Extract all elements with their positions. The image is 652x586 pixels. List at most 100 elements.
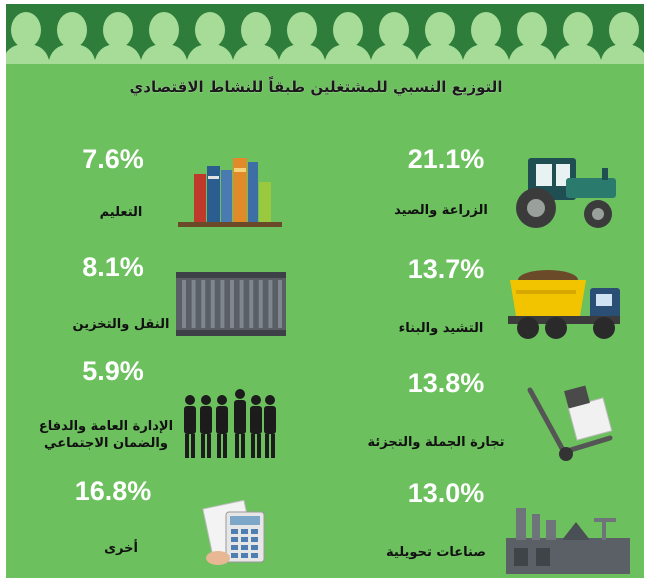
calculator-key — [231, 529, 238, 534]
person-silhouette-shoulders — [186, 44, 234, 64]
person-silhouette-shoulders — [600, 44, 644, 64]
business-person-leg — [251, 434, 255, 458]
container-rib — [239, 280, 244, 328]
label-public-admin-line1: الإدارة العامة والدفاع — [38, 419, 174, 434]
person-silhouette-shoulders — [94, 44, 142, 64]
hand-truck-icon — [527, 385, 613, 461]
infographic-panel: التوزيع النسبي للمشتغلين طبقاً للنشاط ال… — [6, 4, 644, 578]
person-silhouette-head — [287, 12, 317, 48]
value-trade: 13.8% — [407, 368, 485, 398]
person-silhouette-shoulders — [232, 44, 280, 64]
person-silhouette-head — [333, 12, 363, 48]
container-rib — [182, 280, 186, 328]
business-person-head — [185, 395, 195, 405]
person-silhouette-shoulders — [6, 44, 50, 64]
dump-truck-icon — [508, 270, 620, 339]
books-icon — [178, 158, 282, 227]
value-transport: 8.1% — [82, 252, 144, 282]
container-rib — [210, 280, 215, 328]
people-silhouette-banner — [6, 4, 644, 64]
label-construction: التشيد والبناء — [398, 321, 484, 336]
tractor-icon — [516, 158, 616, 228]
calculator-key — [251, 545, 258, 550]
value-manufacturing: 13.0% — [407, 478, 485, 508]
business-person-body — [216, 406, 228, 434]
person-silhouette-head — [517, 12, 547, 48]
label-other: أخرى — [104, 541, 138, 556]
calculator-key — [251, 553, 258, 558]
business-person-leg — [191, 434, 195, 458]
business-person-leg — [271, 434, 275, 458]
label-agriculture: الزراعة والصيد — [394, 203, 488, 218]
person-silhouette-head — [563, 12, 593, 48]
person-silhouette-head — [241, 12, 271, 48]
factory-icon — [506, 508, 630, 574]
business-person-head — [235, 389, 245, 399]
value-other: 16.8% — [74, 476, 152, 506]
business-person-leg — [257, 434, 261, 458]
calculator-key — [241, 545, 248, 550]
business-person-leg — [217, 434, 221, 458]
calculator-key — [241, 553, 248, 558]
business-person-leg — [235, 434, 239, 458]
person-silhouette-head — [11, 12, 41, 48]
business-person-leg — [265, 434, 269, 458]
business-people-icon — [184, 389, 276, 458]
label-transport: النقل والتخزين — [72, 317, 170, 332]
person-silhouette-head — [379, 12, 409, 48]
person-silhouette-head — [609, 12, 639, 48]
business-person-leg — [207, 434, 211, 458]
container-rib — [278, 280, 282, 328]
value-agriculture: 21.1% — [407, 144, 485, 174]
person-silhouette-head — [149, 12, 179, 48]
business-person-leg — [223, 434, 227, 458]
business-person-body — [250, 406, 262, 434]
calculator-icon — [202, 500, 265, 565]
business-person-leg — [241, 434, 245, 458]
business-person-leg — [201, 434, 205, 458]
container-rib — [220, 280, 225, 328]
shipping-container-icon — [176, 272, 286, 336]
container-rib — [191, 280, 196, 328]
person-silhouette-shoulders — [324, 44, 372, 64]
label-manufacturing: صناعات تحويلية — [386, 545, 486, 560]
business-person-head — [251, 395, 261, 405]
person-silhouette-head — [103, 12, 133, 48]
value-construction: 13.7% — [407, 254, 485, 284]
label-education: التعليم — [99, 205, 143, 220]
container-rib — [201, 280, 206, 328]
person-silhouette-shoulders — [508, 44, 556, 64]
business-person-body — [184, 406, 196, 434]
value-education: 7.6% — [82, 144, 144, 174]
business-person-leg — [185, 434, 189, 458]
person-silhouette-shoulders — [48, 44, 96, 64]
label-public-admin-line2: والضمان الاجتماعي — [44, 436, 168, 451]
person-silhouette-shoulders — [462, 44, 510, 64]
calculator-key — [241, 537, 248, 542]
business-person-body — [200, 406, 212, 434]
container-rib — [249, 280, 254, 328]
person-silhouette-shoulders — [370, 44, 418, 64]
label-public-admin: الإدارة العامة والدفاع والضمان الاجتماعي — [26, 418, 186, 452]
value-public-admin: 5.9% — [82, 356, 144, 386]
business-person-head — [201, 395, 211, 405]
business-person-head — [217, 395, 227, 405]
person-silhouette-shoulders — [416, 44, 464, 64]
calculator-key — [251, 529, 258, 534]
label-trade: تجارة الجملة والتجزئة — [367, 435, 505, 450]
calculator-key — [241, 529, 248, 534]
person-silhouette-shoulders — [278, 44, 326, 64]
calculator-key — [231, 537, 238, 542]
person-silhouette-shoulders — [554, 44, 602, 64]
container-rib — [268, 280, 273, 328]
person-silhouette-head — [57, 12, 87, 48]
chart-title: التوزيع النسبي للمشتغلين طبقاً للنشاط ال… — [129, 78, 503, 96]
business-person-head — [265, 395, 275, 405]
business-person-body — [234, 400, 246, 434]
calculator-key — [251, 537, 258, 542]
person-silhouette-head — [195, 12, 225, 48]
business-person-body — [264, 406, 276, 434]
person-silhouette-head — [425, 12, 455, 48]
person-silhouette-head — [471, 12, 501, 48]
person-silhouette-shoulders — [140, 44, 188, 64]
